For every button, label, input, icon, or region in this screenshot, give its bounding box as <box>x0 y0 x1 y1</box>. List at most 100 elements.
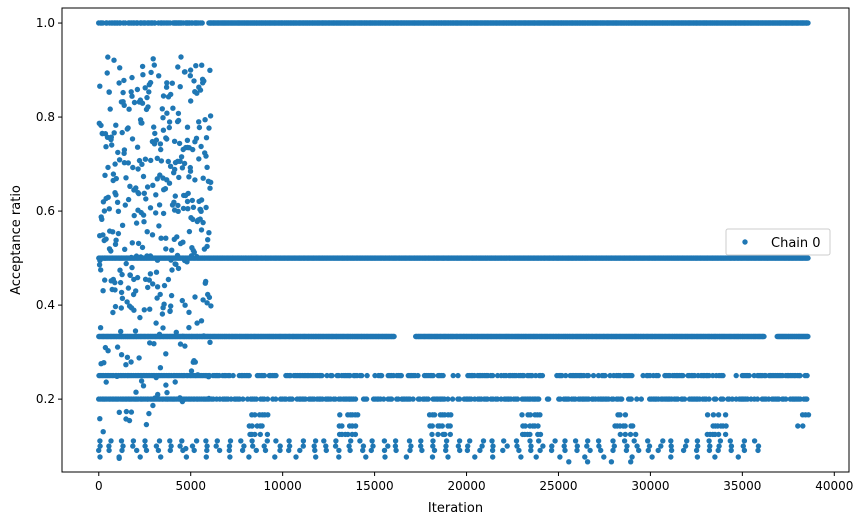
data-point <box>622 423 628 429</box>
data-point <box>123 408 130 415</box>
data-point <box>489 438 495 444</box>
data-point <box>622 431 628 438</box>
data-point <box>100 288 106 294</box>
data-point <box>118 305 125 311</box>
data-point <box>628 459 634 465</box>
data-point <box>727 438 733 444</box>
data-point <box>140 383 147 389</box>
data-point <box>165 276 172 283</box>
data-point <box>472 454 478 460</box>
data-point <box>467 438 473 444</box>
data-point <box>164 110 170 116</box>
data-point <box>158 454 164 460</box>
data-point <box>134 447 140 454</box>
data-point <box>116 454 122 460</box>
data-point <box>113 122 119 128</box>
data-point <box>129 74 135 81</box>
data-point <box>681 396 688 402</box>
data-point <box>166 119 173 125</box>
data-point <box>182 302 188 308</box>
y-tick-label: 1.0 <box>36 16 55 30</box>
data-point <box>146 89 152 95</box>
data-point <box>172 379 178 385</box>
data-point <box>300 438 307 444</box>
data-point <box>706 372 712 379</box>
data-point <box>533 454 539 460</box>
data-point <box>289 396 295 402</box>
data-point <box>175 117 182 124</box>
data-point <box>119 129 125 136</box>
data-point <box>164 80 170 86</box>
data-point <box>206 230 212 236</box>
y-tick-label: 0.8 <box>36 110 55 124</box>
data-point <box>207 113 214 119</box>
data-point <box>645 447 651 454</box>
data-point <box>153 210 159 216</box>
data-point <box>146 410 152 417</box>
x-tick-label: 20000 <box>447 479 485 493</box>
data-point <box>150 281 156 287</box>
data-point <box>156 438 163 444</box>
data-point <box>261 443 267 449</box>
data-point <box>131 212 137 219</box>
data-point <box>640 372 646 379</box>
data-point <box>110 309 116 316</box>
data-point <box>561 443 567 449</box>
data-point <box>596 443 602 449</box>
data-point <box>193 135 200 141</box>
data-point <box>163 382 169 388</box>
data-point <box>126 106 132 112</box>
data-point <box>300 443 306 449</box>
data-point <box>182 69 188 75</box>
data-point <box>252 412 258 418</box>
data-point <box>323 447 329 454</box>
data-point <box>355 412 361 418</box>
data-point <box>668 438 674 444</box>
data-point <box>112 161 118 167</box>
data-point <box>198 227 205 233</box>
data-point <box>141 190 147 196</box>
data-point <box>139 120 145 126</box>
data-point <box>694 438 701 444</box>
data-point <box>246 372 252 379</box>
x-tick-label: 0 <box>95 479 103 493</box>
data-point <box>352 396 359 402</box>
data-point <box>587 447 593 454</box>
data-point <box>151 124 157 130</box>
data-point <box>134 86 141 93</box>
data-point <box>649 454 655 460</box>
data-point <box>183 454 190 460</box>
data-point <box>207 185 213 191</box>
data-point <box>391 333 397 340</box>
data-point <box>173 329 179 335</box>
scatter-points <box>96 20 812 465</box>
data-point <box>445 454 451 460</box>
data-point <box>712 454 718 460</box>
data-point <box>100 429 106 435</box>
data-point <box>204 164 210 170</box>
data-point <box>431 412 438 418</box>
data-point <box>723 423 729 429</box>
data-point <box>419 447 425 454</box>
data-point <box>182 343 188 349</box>
data-point <box>617 412 623 418</box>
data-point <box>557 454 563 460</box>
data-point <box>706 396 712 402</box>
plot-frame <box>61 7 850 473</box>
data-point <box>112 287 118 293</box>
data-point <box>783 396 789 402</box>
data-point <box>347 372 353 379</box>
data-point <box>139 161 145 167</box>
data-point <box>179 165 186 171</box>
data-point <box>539 372 546 379</box>
data-point <box>430 443 436 449</box>
data-point <box>191 249 197 255</box>
data-point <box>610 438 616 444</box>
data-point <box>108 248 114 254</box>
data-point <box>179 438 185 444</box>
data-point <box>160 210 167 217</box>
data-point <box>262 447 269 454</box>
data-point <box>668 447 675 454</box>
y-tick-label: 0.6 <box>36 204 55 218</box>
data-point <box>537 412 543 418</box>
